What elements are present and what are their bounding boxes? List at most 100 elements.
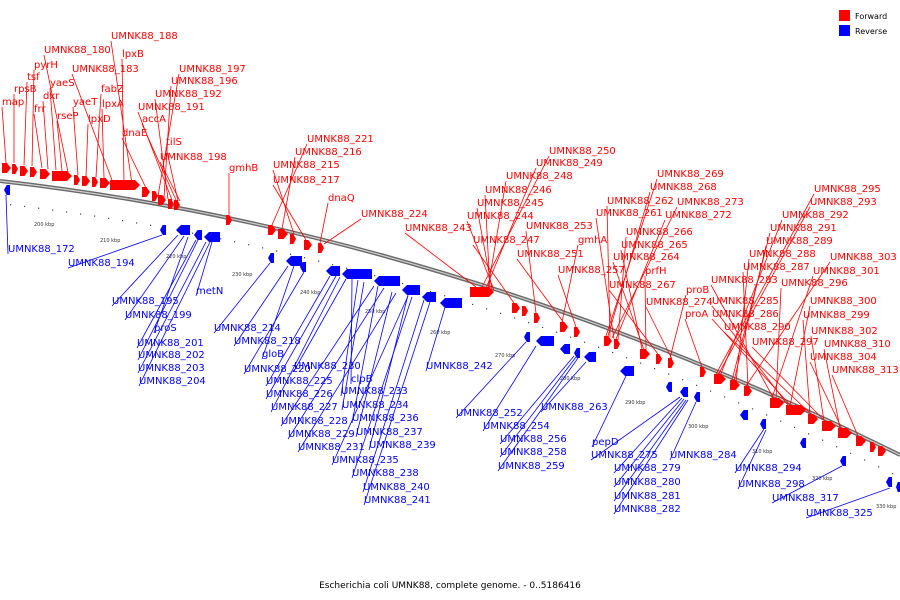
- gene-label: UMNK88_233: [341, 386, 408, 397]
- reverse-gene-arrow: [740, 410, 748, 420]
- backbone-highlight: [0, 180, 900, 456]
- leader-line: [280, 285, 375, 427]
- forward-gene-arrow: [668, 358, 674, 368]
- gene-label: UMNK88_282: [614, 504, 681, 515]
- reverse-gene-arrow: [326, 266, 340, 276]
- tick-dot: [24, 205, 26, 208]
- reverse-gene-arrow: [374, 276, 400, 286]
- tick-dot: [234, 241, 236, 243]
- tick-dot: [430, 290, 432, 293]
- leader-line: [213, 262, 271, 334]
- legend-reverse-label: Reverse: [855, 27, 887, 36]
- gene-label: UMNK88_240: [363, 482, 430, 493]
- gene-label: UMNK88_254: [483, 421, 550, 432]
- leader-line: [297, 292, 397, 453]
- gene-label: fabZ: [101, 84, 124, 95]
- leader-line: [319, 202, 329, 244]
- gene-label: UMNK88_236: [352, 413, 419, 424]
- reverse-gene-arrow: [176, 225, 190, 235]
- tick-dot: [626, 357, 628, 359]
- leader-line: [615, 219, 666, 340]
- gene-label: UMNK88_217: [273, 175, 340, 186]
- reverse-gene-arrow: [300, 262, 306, 272]
- tick-label: 240 kbp: [300, 290, 320, 296]
- gene-label: UMNK88_297: [752, 337, 819, 348]
- tick-dot: [290, 253, 292, 255]
- leader-line: [455, 341, 527, 419]
- gene-label: UMNK88_279: [614, 463, 681, 474]
- tick-dot: [108, 217, 110, 219]
- forward-gene-arrow: [174, 200, 180, 210]
- reverse-gene-arrow: [524, 332, 530, 342]
- reverse-gene-arrow: [680, 387, 688, 397]
- gene-label: UMNK88_290: [724, 322, 791, 333]
- leader-line: [281, 156, 296, 230]
- tick-dot: [402, 282, 404, 285]
- tick-dot: [150, 224, 152, 226]
- forward-gene-arrow: [12, 164, 18, 174]
- forward-gene-arrow: [278, 229, 288, 239]
- gene-label: UMNK88_273: [677, 197, 744, 208]
- leader-line: [136, 239, 197, 349]
- gene-label: UMNK88_317: [772, 493, 839, 504]
- leader-line: [233, 265, 289, 347]
- gene-label: dxr: [43, 91, 60, 102]
- leader-line: [737, 429, 767, 490]
- forward-gene-arrow: [304, 240, 312, 250]
- reverse-gene-arrow: [694, 392, 700, 402]
- leader-line: [340, 279, 359, 397]
- leader-line: [608, 289, 659, 355]
- tick-dot: [248, 244, 250, 246]
- tick-dot: [822, 439, 824, 441]
- gene-label: UMNK88_220: [244, 364, 311, 375]
- gene-label: lpxD: [88, 114, 111, 125]
- tick-label: 220 kbp: [166, 254, 186, 260]
- gene-label: UMNK88_292: [782, 210, 849, 221]
- forward-gene-arrow: [808, 414, 818, 424]
- forward-gene-arrow: [290, 234, 296, 244]
- leader-line: [42, 100, 49, 170]
- forward-gene-arrow: [268, 225, 276, 235]
- leader-line: [613, 397, 683, 474]
- gene-label: UMNK88_310: [824, 339, 891, 350]
- tick-dot: [808, 433, 810, 435]
- forward-gene-arrow: [152, 191, 158, 201]
- gene-label: UMNK88_288: [749, 249, 816, 260]
- gene-label: UMNK88_265: [621, 240, 688, 251]
- forward-gene-arrow: [142, 187, 150, 197]
- tick-dot: [262, 247, 264, 249]
- tick-dot: [220, 238, 222, 240]
- gene-label: UMNK88_248: [506, 171, 573, 182]
- gene-label: UMNK88_224: [361, 209, 428, 220]
- leader-line: [476, 207, 493, 290]
- forward-gene-arrow: [82, 176, 90, 186]
- leader-line: [287, 287, 385, 440]
- gene-label: UMNK88_325: [806, 508, 873, 519]
- forward-gene-arrow: [470, 287, 494, 297]
- reverse-gene-arrow: [440, 298, 462, 308]
- gene-label: UMNK88_302: [811, 326, 878, 337]
- gene-label: UMNK88_246: [485, 185, 552, 196]
- tick-dot: [52, 209, 54, 211]
- forward-gene-arrow: [856, 436, 866, 446]
- gene-label: UMNK88_250: [549, 146, 616, 157]
- gene-label: UMNK88_235: [332, 455, 399, 466]
- gene-label: UMNK88_227: [271, 402, 338, 413]
- leader-line: [43, 54, 69, 173]
- gene-label: frr: [34, 104, 46, 115]
- leader-line: [272, 184, 307, 241]
- leader-line: [606, 205, 611, 338]
- tick-dot: [738, 402, 740, 404]
- leader-line: [742, 271, 749, 388]
- leader-line: [67, 234, 163, 269]
- tick-dot: [318, 260, 320, 262]
- reverse-gene-arrow: [584, 352, 596, 362]
- ticks-layer: 200 kbp 210 kbp 220 kbp 230 kbp 240 kbp 250 k…: [10, 204, 896, 510]
- tick-dot: [752, 408, 754, 410]
- gene-label: lpxA: [102, 99, 124, 110]
- leader-line: [669, 294, 687, 359]
- gene-label: UMNK88_298: [738, 479, 805, 490]
- tick-dot: [542, 326, 544, 329]
- tick-dot: [80, 213, 82, 215]
- leader-line: [323, 218, 362, 245]
